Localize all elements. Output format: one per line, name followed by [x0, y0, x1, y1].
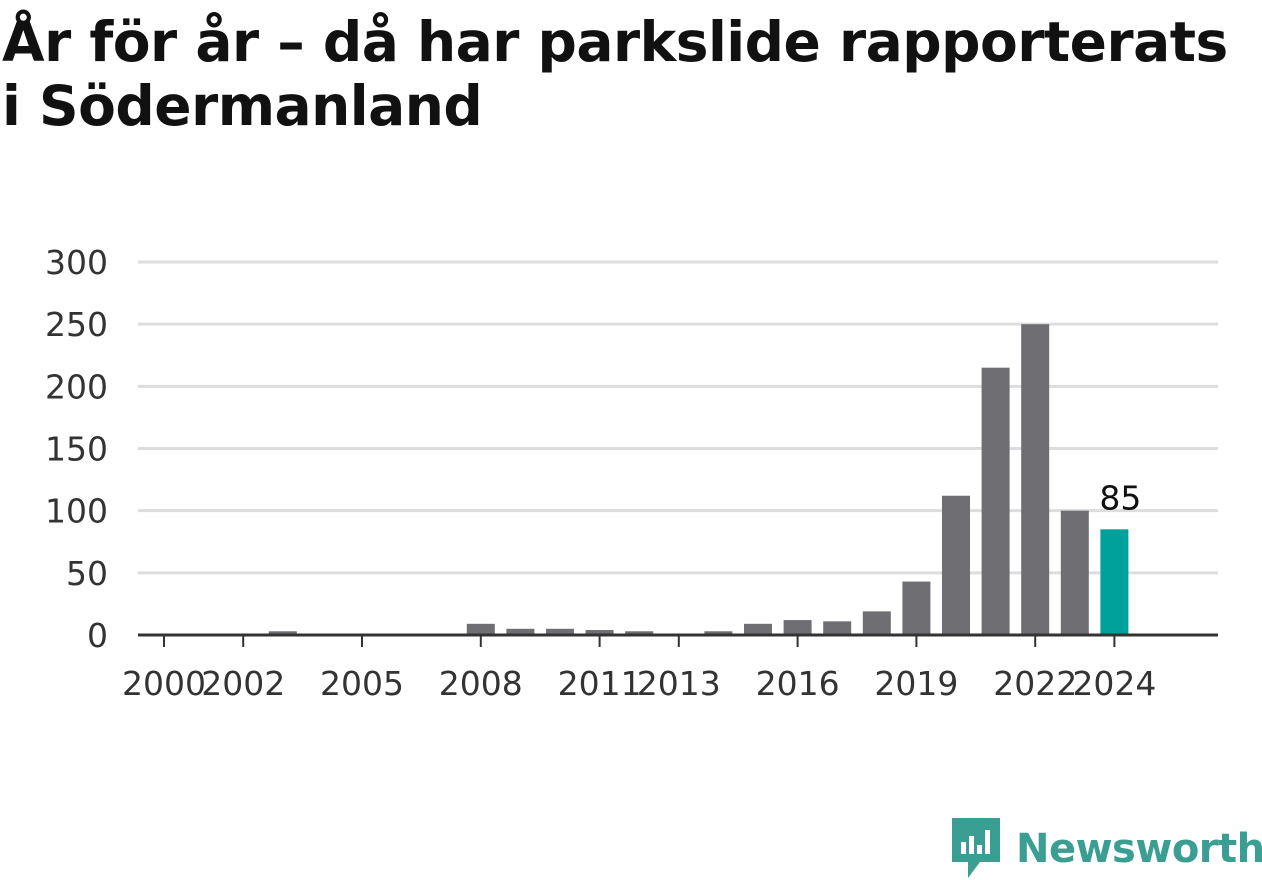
y-tick-label-150: 150 [45, 430, 108, 469]
x-tick-label-2024: 2024 [1072, 664, 1156, 703]
bars [268, 324, 1129, 635]
bar-2015 [744, 623, 772, 635]
bar-2010 [546, 628, 574, 635]
x-tick-label-2008: 2008 [439, 664, 523, 703]
y-tick-label-50: 50 [66, 554, 108, 593]
y-tick-label-100: 100 [45, 492, 108, 531]
bar-2024 [1100, 529, 1129, 635]
x-tick-label-2013: 2013 [637, 664, 721, 703]
y-tick-label-200: 200 [45, 367, 108, 406]
x-tick-label-2016: 2016 [756, 664, 840, 703]
y-axis-ticks: 0 50 100 150 200 250 300 [45, 243, 108, 655]
bar-2023 [1060, 510, 1089, 635]
x-tick-label-2005: 2005 [320, 664, 404, 703]
x-tick-label-2000: 2000 [122, 664, 206, 703]
brand-name: Newsworthy [1016, 826, 1262, 872]
y-tick-label-0: 0 [87, 616, 108, 655]
brand-logo: Newsworthy [952, 818, 1262, 880]
data-label-2024: 85 [1099, 478, 1141, 517]
bar-2019 [902, 581, 931, 635]
y-tick-label-250: 250 [45, 305, 108, 344]
bar-2003 [268, 631, 297, 635]
newsworthy-logo-icon [952, 818, 1000, 878]
bar-2011 [585, 630, 614, 635]
bar-2012 [625, 631, 654, 635]
x-tick-label-2011: 2011 [558, 664, 642, 703]
bar-2014 [704, 631, 733, 635]
x-tick-label-2022: 2022 [993, 664, 1077, 703]
bar-2021 [981, 367, 1010, 635]
x-tick-label-2019: 2019 [874, 664, 958, 703]
x-tick-label-2002: 2002 [201, 664, 285, 703]
bar-2009 [506, 628, 535, 635]
gridlines [138, 260, 1218, 575]
bar-2017 [823, 621, 852, 635]
bar-2020 [942, 495, 970, 635]
chart-title: År för år – då har parkslide rapporterat… [2, 10, 1228, 138]
y-tick-label-300: 300 [45, 243, 108, 282]
bar-2022 [1021, 324, 1050, 635]
data-labels: 85 [1099, 478, 1141, 517]
bar-2008 [466, 623, 495, 635]
bar-2016 [783, 620, 812, 635]
bar-2018 [862, 611, 891, 635]
